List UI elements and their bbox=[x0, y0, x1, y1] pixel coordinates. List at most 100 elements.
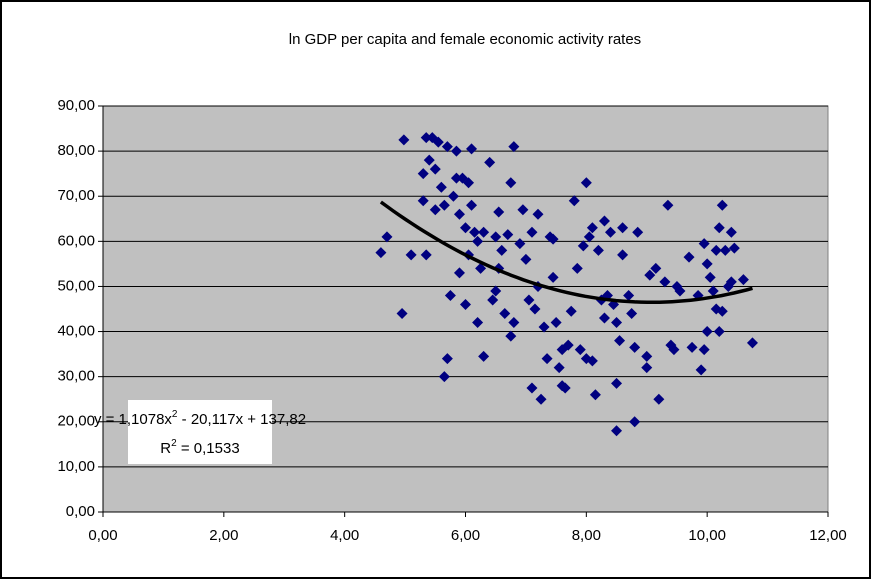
y-tick-label: 70,00 bbox=[57, 187, 95, 204]
data-point bbox=[532, 208, 544, 220]
x-tick-label: 2,00 bbox=[209, 527, 238, 544]
data-point bbox=[535, 393, 547, 405]
data-point bbox=[517, 204, 529, 216]
data-point bbox=[577, 240, 589, 252]
data-point bbox=[565, 305, 577, 317]
data-point bbox=[441, 353, 453, 365]
data-point bbox=[592, 244, 604, 256]
data-point bbox=[568, 195, 580, 207]
y-tick-label: 20,00 bbox=[57, 413, 95, 430]
data-point bbox=[611, 377, 623, 389]
r-squared-superscript: 2 bbox=[171, 438, 177, 449]
data-point bbox=[574, 344, 586, 356]
data-point bbox=[716, 199, 728, 211]
data-point bbox=[589, 389, 601, 401]
data-point bbox=[586, 355, 598, 367]
data-point bbox=[375, 247, 387, 259]
data-point bbox=[478, 226, 490, 238]
data-point bbox=[505, 330, 517, 342]
y-tick-label: 40,00 bbox=[57, 323, 95, 340]
data-point bbox=[701, 258, 713, 270]
data-point bbox=[466, 199, 478, 211]
data-point bbox=[598, 215, 610, 227]
r-squared-part: R bbox=[160, 440, 171, 457]
data-point bbox=[438, 371, 450, 383]
data-point bbox=[460, 222, 471, 234]
data-point bbox=[598, 312, 610, 324]
data-point bbox=[547, 233, 559, 245]
data-point bbox=[538, 321, 550, 333]
data-point bbox=[641, 362, 653, 374]
data-point bbox=[653, 393, 665, 405]
data-point bbox=[484, 156, 496, 168]
trendline bbox=[379, 200, 753, 305]
x-tick-label: 0,00 bbox=[88, 527, 117, 544]
data-point bbox=[580, 177, 592, 189]
data-point bbox=[668, 344, 680, 356]
data-point bbox=[508, 141, 520, 153]
x-tick-label: 6,00 bbox=[451, 527, 480, 544]
data-point bbox=[441, 141, 453, 153]
data-point bbox=[435, 181, 447, 193]
data-point bbox=[562, 339, 574, 351]
data-point bbox=[444, 289, 456, 301]
data-point bbox=[526, 382, 538, 394]
data-point bbox=[605, 226, 616, 238]
data-point bbox=[472, 235, 484, 247]
data-point bbox=[707, 285, 719, 297]
data-point bbox=[417, 195, 429, 207]
data-point bbox=[632, 226, 644, 238]
data-point bbox=[662, 199, 674, 211]
data-point bbox=[695, 364, 707, 376]
trendline-equation: y = 1,1078x2 - 20,117x + 137,82 bbox=[94, 409, 306, 428]
data-point bbox=[478, 350, 490, 362]
data-point bbox=[686, 341, 698, 353]
data-point bbox=[719, 244, 731, 256]
data-point bbox=[529, 303, 541, 315]
equation-part: y = 1,1078x bbox=[94, 411, 172, 428]
data-point bbox=[611, 317, 623, 329]
y-tick-label: 10,00 bbox=[57, 458, 95, 475]
data-point bbox=[626, 308, 638, 320]
data-point bbox=[698, 344, 710, 356]
data-point bbox=[450, 145, 462, 157]
data-point bbox=[583, 231, 595, 243]
data-point bbox=[725, 276, 737, 288]
equation-box bbox=[128, 400, 272, 464]
data-point bbox=[641, 350, 653, 362]
data-point bbox=[423, 154, 435, 166]
equation-superscript: 2 bbox=[172, 409, 178, 420]
data-point bbox=[447, 190, 459, 202]
data-point bbox=[466, 143, 478, 155]
data-point bbox=[490, 285, 502, 297]
data-point bbox=[493, 206, 505, 218]
x-tick-label: 8,00 bbox=[572, 527, 601, 544]
data-point bbox=[453, 267, 465, 279]
data-point bbox=[571, 262, 583, 274]
y-tick-label: 50,00 bbox=[57, 277, 95, 294]
data-point bbox=[550, 317, 562, 329]
data-point bbox=[398, 134, 410, 146]
y-tick-label: 0,00 bbox=[66, 503, 95, 520]
data-point bbox=[381, 231, 393, 243]
data-point bbox=[617, 249, 629, 261]
data-point bbox=[659, 276, 671, 288]
data-point bbox=[704, 271, 716, 283]
data-point bbox=[713, 222, 725, 234]
y-tick-label: 30,00 bbox=[57, 368, 95, 385]
data-point bbox=[438, 199, 450, 211]
data-point bbox=[683, 251, 695, 263]
data-point bbox=[469, 226, 481, 238]
data-point bbox=[472, 317, 484, 329]
data-point bbox=[644, 269, 656, 281]
data-point bbox=[463, 177, 475, 189]
x-tick-label: 12,00 bbox=[809, 527, 847, 544]
data-point bbox=[541, 353, 553, 365]
data-point bbox=[432, 136, 444, 148]
y-tick-label: 60,00 bbox=[57, 232, 95, 249]
r-squared-part: = 0,1533 bbox=[177, 440, 240, 457]
data-point bbox=[725, 226, 737, 238]
chart-title: ln GDP per capita and female economic ac… bbox=[289, 31, 641, 48]
data-point bbox=[420, 249, 432, 261]
data-point bbox=[487, 294, 499, 306]
